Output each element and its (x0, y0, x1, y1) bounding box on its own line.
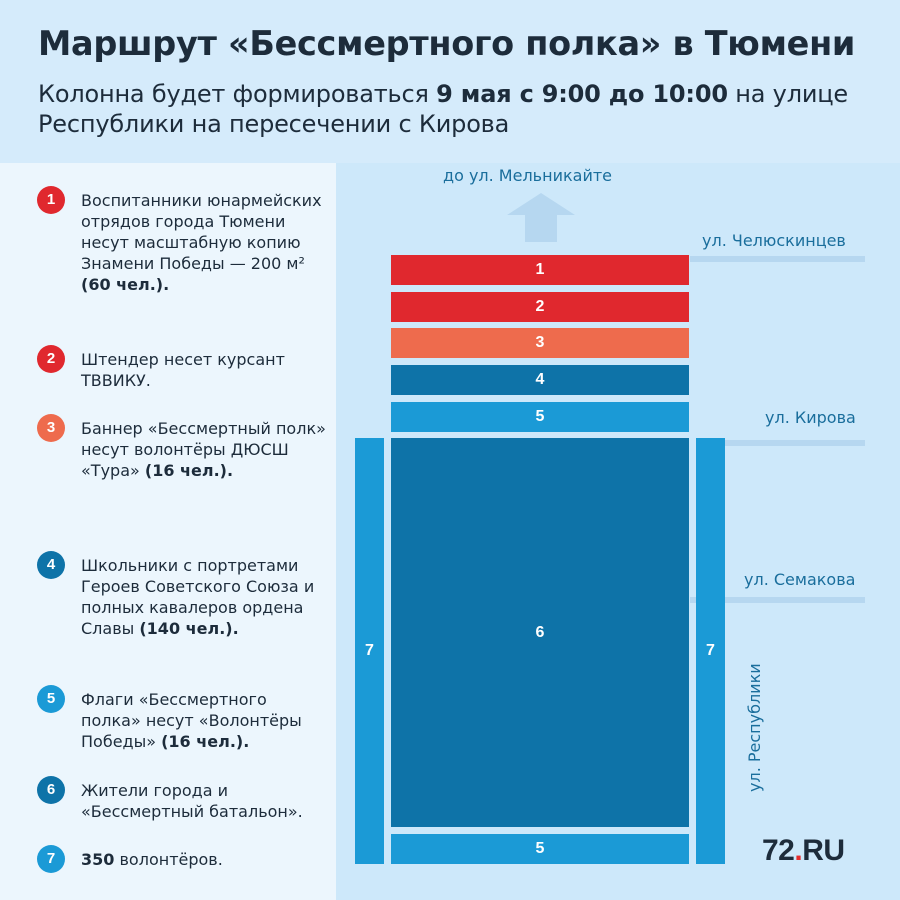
block-2: 2 (391, 292, 689, 322)
destination-label: до ул. Мельникайте (443, 166, 612, 185)
block-1: 1 (391, 255, 689, 285)
legend-text-5: Флаги «Бессмертного полка» несут «Волонт… (81, 690, 302, 751)
block-6: 6 (391, 438, 689, 827)
block-7-left: 7 (355, 438, 384, 864)
legend-text-7: 350 волонтёров. (81, 850, 223, 869)
street-label-semakova: ул. Семакова (744, 570, 856, 589)
street-line-chelyuskintsev (690, 256, 865, 262)
block-7-right: 7 (696, 438, 725, 864)
legend-badge-3: 3 (37, 414, 65, 442)
legend-text-1: Воспитанники юнармейских отрядов города … (81, 191, 322, 294)
legend-badge-2: 2 (37, 345, 65, 373)
block-5-bottom: 5 (391, 834, 689, 864)
street-label-respubliki: ул. Республики (745, 663, 764, 792)
legend-badge-6: 6 (37, 776, 65, 804)
street-line-semakova (690, 597, 865, 603)
street-label-chelyuskintsev: ул. Челюскинцев (702, 231, 846, 250)
up-arrow-icon (507, 193, 575, 242)
subtitle-post: на улице Республики на пересечении с Кир… (38, 80, 848, 138)
subtitle-pre: Колонна будет формироваться (38, 80, 437, 108)
block-3: 3 (391, 328, 689, 358)
street-label-kirova: ул. Кирова (765, 408, 856, 427)
legend-badge-7: 7 (37, 845, 65, 873)
legend-badge-4: 4 (37, 551, 65, 579)
subtitle-date: 9 мая с 9:00 до 10:00 (436, 80, 728, 108)
legend-badge-5: 5 (37, 685, 65, 713)
legend-text-4: Школьники с портретами Героев Советского… (81, 556, 315, 638)
legend-text-3: Баннер «Бессмертный полк» несут волонтёр… (81, 419, 326, 480)
street-line-kirova (725, 440, 865, 446)
legend-badge-1: 1 (37, 186, 65, 214)
block-5-top: 5 (391, 402, 689, 432)
logo-72ru: 72.RU (762, 834, 845, 867)
legend-text-2: Штендер несет курсант ТВВИКУ. (81, 350, 285, 390)
header: Маршрут «Бессмертного полка» в Тюмени Ко… (0, 0, 900, 163)
page-title: Маршрут «Бессмертного полка» в Тюмени (38, 24, 856, 63)
block-4: 4 (391, 365, 689, 395)
legend-text-6: Жители города и «Бессмертный батальон». (81, 781, 303, 821)
page-subtitle: Колонна будет формироваться 9 мая с 9:00… (38, 79, 888, 139)
